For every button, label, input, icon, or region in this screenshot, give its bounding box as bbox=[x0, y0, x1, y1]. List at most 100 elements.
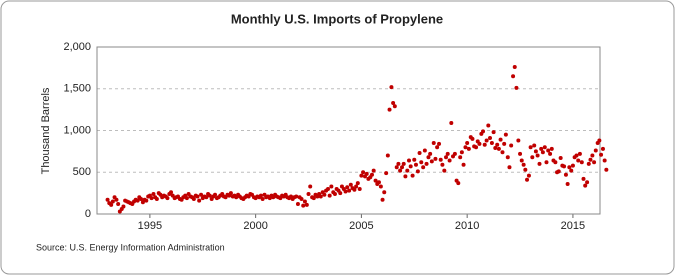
point bbox=[304, 202, 309, 207]
point bbox=[389, 85, 394, 90]
point bbox=[599, 152, 604, 157]
point bbox=[382, 190, 387, 195]
point bbox=[302, 199, 307, 204]
point bbox=[567, 165, 572, 170]
point bbox=[385, 153, 390, 158]
point bbox=[562, 164, 567, 169]
point bbox=[597, 138, 602, 143]
point bbox=[406, 158, 411, 163]
point bbox=[449, 120, 454, 125]
point bbox=[491, 130, 496, 135]
x-tick-label: 2010 bbox=[455, 220, 479, 232]
point bbox=[493, 146, 498, 151]
point bbox=[429, 159, 434, 164]
point bbox=[213, 192, 218, 197]
point bbox=[301, 203, 306, 208]
point bbox=[347, 188, 352, 193]
plot: 0 500 1,000 1,500 2,000 1995 2000 2005 2010 2015 bbox=[63, 41, 609, 232]
point bbox=[535, 153, 540, 158]
point bbox=[482, 142, 487, 147]
y-tick-label: 1,500 bbox=[63, 83, 91, 95]
point bbox=[447, 158, 452, 163]
point bbox=[431, 141, 436, 146]
point bbox=[438, 157, 443, 162]
y-tick-label: 1,000 bbox=[63, 124, 91, 136]
point bbox=[260, 196, 265, 201]
point bbox=[474, 145, 479, 150]
point bbox=[110, 199, 115, 204]
point bbox=[392, 104, 397, 109]
point bbox=[496, 146, 501, 151]
point bbox=[484, 138, 489, 143]
point bbox=[481, 129, 486, 134]
point bbox=[380, 197, 385, 202]
point bbox=[563, 172, 568, 177]
point bbox=[576, 158, 581, 163]
point bbox=[357, 186, 362, 191]
point bbox=[511, 74, 516, 79]
point bbox=[532, 143, 537, 148]
point bbox=[461, 162, 466, 167]
point bbox=[588, 157, 593, 162]
point bbox=[384, 171, 389, 176]
point bbox=[311, 196, 316, 201]
point bbox=[359, 173, 364, 178]
point bbox=[105, 197, 110, 202]
point bbox=[412, 157, 417, 162]
y-axis-label: Thousand Barrels bbox=[40, 87, 52, 174]
point bbox=[421, 165, 426, 170]
point bbox=[387, 107, 392, 112]
point bbox=[502, 141, 507, 146]
point bbox=[154, 196, 159, 201]
point bbox=[116, 201, 121, 206]
point bbox=[343, 189, 348, 194]
point bbox=[514, 85, 519, 90]
point bbox=[135, 198, 140, 203]
point bbox=[299, 196, 304, 201]
point bbox=[151, 191, 156, 196]
point bbox=[144, 198, 149, 203]
point bbox=[463, 145, 468, 150]
point bbox=[184, 196, 189, 201]
point bbox=[398, 168, 403, 173]
point bbox=[169, 190, 174, 195]
point bbox=[585, 180, 590, 185]
point bbox=[396, 161, 401, 166]
point bbox=[577, 151, 582, 156]
point bbox=[361, 170, 366, 175]
point bbox=[195, 194, 200, 199]
point bbox=[325, 186, 330, 191]
point bbox=[114, 197, 119, 202]
source: Source: U.S. Energy Information Administ… bbox=[36, 242, 225, 252]
point bbox=[410, 173, 415, 178]
point bbox=[329, 184, 334, 189]
point bbox=[600, 146, 605, 151]
point bbox=[322, 192, 327, 197]
point bbox=[424, 161, 429, 166]
point bbox=[391, 100, 396, 105]
x-tick-label: 1995 bbox=[138, 220, 162, 232]
point bbox=[530, 155, 535, 160]
point bbox=[569, 168, 574, 173]
point bbox=[332, 191, 337, 196]
point bbox=[553, 160, 558, 165]
point bbox=[495, 142, 500, 147]
point bbox=[149, 196, 154, 201]
point bbox=[345, 185, 350, 190]
point bbox=[403, 174, 408, 179]
point bbox=[525, 177, 530, 182]
y-tick-label: 500 bbox=[73, 166, 91, 178]
point bbox=[540, 150, 545, 155]
point bbox=[539, 146, 544, 151]
x-tick-label: 2005 bbox=[349, 220, 373, 232]
point bbox=[519, 158, 524, 163]
point bbox=[456, 181, 461, 186]
point bbox=[507, 165, 512, 170]
point bbox=[556, 169, 561, 174]
point bbox=[533, 149, 538, 154]
point bbox=[405, 168, 410, 173]
point bbox=[413, 162, 418, 167]
point bbox=[500, 150, 505, 155]
point bbox=[512, 65, 517, 70]
